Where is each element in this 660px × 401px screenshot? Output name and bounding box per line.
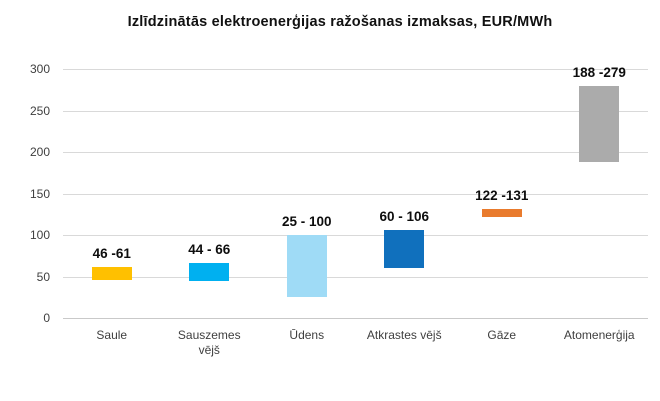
y-tick-label-200: 200 <box>29 145 50 159</box>
value-label-saule: 46 -61 <box>92 246 131 262</box>
value-label-ūdens: 25 - 100 <box>281 214 332 229</box>
gridline-50 <box>63 276 648 278</box>
category-label-ūdens: Ūdens <box>289 328 325 342</box>
y-tick-label-50: 50 <box>36 269 50 284</box>
y-tick-label-150: 150 <box>29 186 50 201</box>
range-bar-gāze <box>481 209 522 217</box>
y-tick-label-250: 250 <box>29 103 50 118</box>
category-label-atomenerģija: Atomenerģija <box>563 328 635 342</box>
category-label-sauszemes-vējš: Sauszemes vējš <box>177 328 241 357</box>
gridline-150 <box>63 193 648 195</box>
value-label-sauszemes-vējš: 44 - 66 <box>188 242 231 258</box>
range-bar-saule <box>91 267 132 280</box>
gridline-0 <box>63 318 648 319</box>
range-bar-atomenerģija <box>579 86 620 162</box>
value-label-atomenerģija: 188 -279 <box>572 65 626 81</box>
gridline-200 <box>63 152 648 153</box>
chart-title: Izlīdzinātās elektroenerģijas ražošanas … <box>127 14 553 30</box>
range-bar-ūdens <box>286 235 327 298</box>
value-label-atkrastes-vējš: 60 - 106 <box>379 209 430 225</box>
y-tick-label-300: 300 <box>29 62 50 76</box>
category-label-saule: Saule <box>96 328 128 342</box>
y-tick-label-0: 0 <box>43 311 50 325</box>
category-label-gāze: Gāze <box>487 328 517 342</box>
category-label-atkrastes-vējš: Atkrastes vējš <box>366 328 442 342</box>
range-bar-atkrastes-vējš <box>384 230 425 269</box>
y-tick-label-100: 100 <box>29 228 50 242</box>
gridline-300 <box>63 69 648 70</box>
range-bar-sauszemes-vējš <box>189 263 230 282</box>
value-label-gāze: 122 -131 <box>475 188 529 204</box>
gridline-250 <box>63 110 648 112</box>
gridline-100 <box>63 235 648 236</box>
